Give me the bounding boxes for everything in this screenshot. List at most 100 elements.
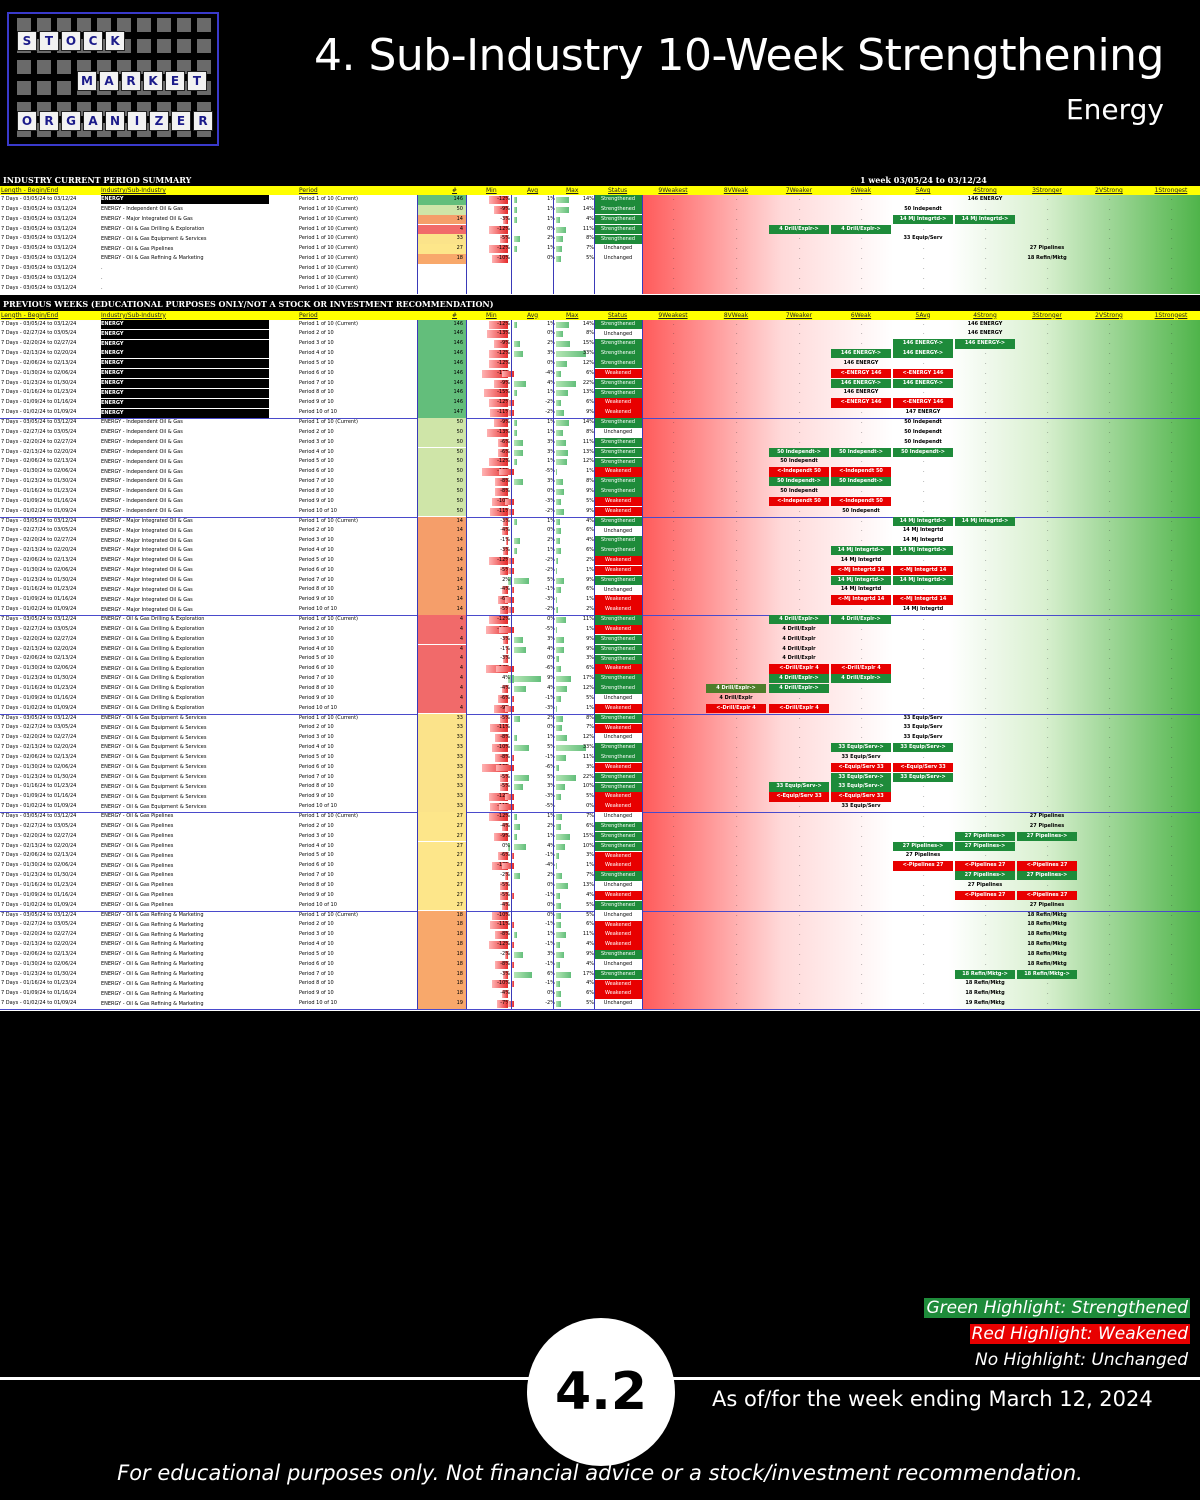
rank-label: 146 ENERGY-> [831,349,891,359]
level-dot: . [861,389,863,396]
avg-bar [514,745,529,752]
status-badge: Unchanged [594,693,642,704]
row-max: 5% [586,497,594,504]
table-row: 7 Days - 03/05/24 to 03/12/24 ENERGY - Oi… [0,812,1200,822]
level-dot: . [799,635,801,642]
column-header-level: 2VStrong [1095,311,1123,319]
level-dot: . [1047,931,1049,938]
status-badge: Strengthened [594,950,642,960]
table-row: 7 Days - 01/23/24 to 01/30/24 ENERGY - Oi… [0,772,1200,783]
row-max: 8% [586,235,594,242]
row-length: 7 Days - 03/05/24 to 03/12/24 [1,274,77,281]
row-avg: -1% [545,753,555,760]
level-dot: . [1171,478,1173,485]
column-header-row: Length - Begin/End Industry/Sub-Industry P… [0,186,1200,195]
row-min: -9% [500,205,510,212]
column-header-level: 3Stronger [1032,311,1062,319]
row-max: 8% [586,714,594,721]
logo-tile [197,18,211,32]
status-badge: Weakened [594,565,642,576]
level-dot: . [736,763,738,770]
level-dot: . [1109,196,1111,202]
column-header-length: Length - Begin/End [1,187,59,194]
max-bar [556,814,563,820]
row-length: 7 Days - 01/16/24 to 01/23/24 [1,487,77,494]
min-bar [501,586,508,595]
level-dot: . [673,196,675,202]
status-badge: Unchanged [594,526,642,536]
row-max: 14% [582,320,594,327]
row-count: 146 [418,388,466,399]
level-dot: . [673,428,675,435]
level-dot: . [923,950,925,957]
level-dot: . [1109,625,1111,632]
level-dot: . [861,862,863,869]
min-bar [493,419,508,427]
row-avg: -1% [545,694,555,701]
level-dot: . [799,606,801,613]
row-avg: 0% [547,225,555,232]
min-bar [498,694,508,703]
avg-bar [514,206,517,213]
level-dot: . [985,497,987,504]
level-dot: . [1171,960,1173,967]
level-dot: . [799,399,801,406]
level-dot: . [673,675,675,682]
row-avg: 1% [547,320,555,327]
row-count: 4 [418,683,466,694]
row-count: 146 [418,349,466,359]
row-industry: ENERGY - Oil & Gas Pipelines [101,823,174,830]
row-max: 13% [582,881,594,888]
row-length: 7 Days - 02/06/24 to 02/13/24 [1,359,77,366]
rank-label: 4 Drill/Explr [782,655,816,662]
row-max: 6% [586,369,594,376]
level-dot: . [1047,566,1049,573]
row-count: 50 [418,427,466,438]
row-avg: 3% [547,350,555,357]
row-length: 7 Days - 01/23/24 to 01/30/24 [1,576,77,583]
row-max: 5% [586,1000,594,1007]
row-period: Period 1 of 10 (Current) [299,255,358,262]
level-dot: . [1171,196,1173,202]
level-dot: . [736,350,738,357]
max-bar [556,951,565,958]
row-avg: 3% [547,783,555,790]
row-industry: ENERGY - Oil & Gas Refining & Marketing [101,961,204,968]
avg-bar [514,439,523,446]
logo-tile [117,60,131,74]
table-row: 7 Days - 02/27/24 to 03/05/24 ENERGY - Oi… [0,723,1200,734]
max-bar [556,459,567,466]
row-industry: ENERGY - Major Integrated Oil & Gas [101,576,193,583]
max-bar [556,518,560,525]
level-dot: . [673,645,675,652]
level-dot: . [1047,960,1049,967]
row-avg: 4% [547,645,555,652]
level-dot: . [1171,616,1173,622]
level-dot: . [1109,616,1111,622]
level-dot: . [673,507,675,514]
level-dot: . [1171,448,1173,455]
row-count: 14 [418,565,466,576]
level-dot: . [861,340,863,347]
row-industry: ENERGY [101,359,269,369]
status-badge: Unchanged [594,910,642,921]
row-min: -3% [500,970,510,977]
row-max: 8% [586,478,594,485]
rank-label: <-Pipelines 27 [955,861,1015,871]
avg-bar [514,814,517,820]
level-dot: . [1047,625,1049,632]
row-period: Period 6 of 10 [299,566,334,573]
level-dot: . [673,625,675,632]
row-count: 4 [418,664,466,675]
level-dot: . [799,340,801,347]
row-max: 4% [586,891,594,898]
level-dot: . [861,245,863,252]
level-dot: . [1047,196,1049,202]
max-bar [556,390,568,397]
level-dot: . [1109,694,1111,701]
level-dot: . [736,547,738,554]
row-count: 27 [418,812,466,822]
max-bar [556,794,561,801]
avg-bar [514,321,517,328]
column-header-level: 1Strongest [1154,187,1188,194]
